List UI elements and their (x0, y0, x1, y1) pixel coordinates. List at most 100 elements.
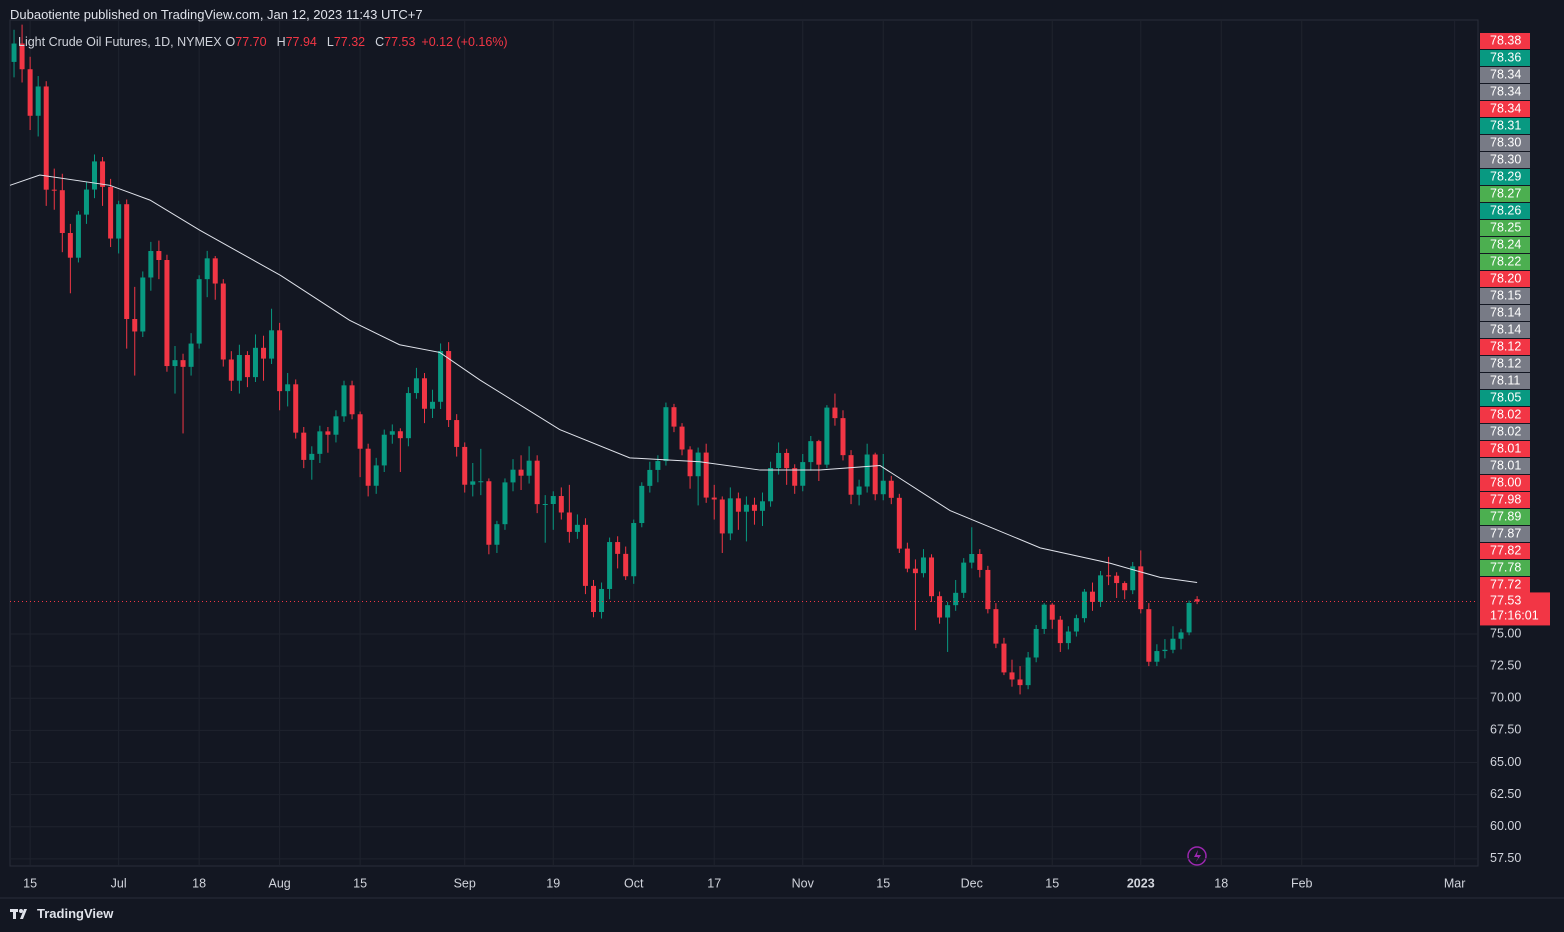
candle-body (1017, 679, 1023, 686)
price-label: 78.12 (1490, 356, 1521, 370)
candle-body (743, 504, 749, 512)
price-label-box (1480, 152, 1530, 168)
candle-body (1089, 591, 1095, 602)
candle-body (945, 605, 951, 618)
price-label-box (1480, 118, 1530, 134)
price-label: 78.14 (1490, 305, 1521, 319)
price-label-box (1480, 305, 1530, 321)
symbol: Light Crude Oil Futures, 1D, NYMEX (18, 35, 222, 49)
price-label-box (1480, 356, 1530, 372)
candle-body (277, 330, 283, 392)
candle-body (671, 407, 677, 427)
candle-body (776, 452, 782, 469)
price-label-box (1480, 322, 1530, 338)
price-label-box (1480, 237, 1530, 253)
candle-body (760, 501, 766, 511)
brand-name: TradingView (37, 906, 114, 921)
candle-body (172, 360, 178, 367)
y-tick-label: 72.50 (1490, 658, 1521, 672)
price-label-box (1480, 288, 1530, 304)
candle-body (478, 481, 484, 483)
candle-body (100, 161, 106, 187)
x-tick-label: Oct (624, 876, 644, 890)
y-tick-label: 57.50 (1490, 851, 1521, 865)
candle-body (430, 401, 436, 409)
y-tick-label: 67.50 (1490, 723, 1521, 737)
price-label: 78.22 (1490, 254, 1521, 268)
price-label-box (1480, 390, 1530, 406)
price-label: 78.31 (1490, 118, 1521, 132)
candle-body (204, 258, 210, 280)
candle-body (124, 204, 130, 320)
y-tick-label: 75.00 (1490, 626, 1521, 640)
candle-body (156, 251, 162, 261)
candle-body (164, 260, 170, 367)
candle-body (896, 497, 902, 549)
price-label: 78.25 (1490, 220, 1521, 234)
candle-body (75, 214, 81, 258)
candle-body (389, 431, 395, 435)
candle-body (864, 454, 870, 487)
candle-body (220, 283, 226, 360)
candle-body (977, 554, 983, 570)
candle-body (663, 407, 669, 462)
event-icon[interactable] (1187, 846, 1207, 866)
price-label: 77.87 (1490, 526, 1521, 540)
candle-body (904, 548, 910, 569)
moving-average (9, 174, 1198, 584)
price-label: 78.14 (1490, 322, 1521, 336)
event-icon-bolt (1194, 850, 1201, 862)
candle-body (735, 498, 741, 512)
price-label: 78.01 (1490, 441, 1521, 455)
candle-body (1122, 583, 1128, 591)
candle-body (397, 431, 403, 439)
candle-body (703, 452, 709, 498)
candle-body (35, 86, 41, 116)
price-label: 78.12 (1490, 339, 1521, 353)
price-label: 77.72 (1490, 577, 1521, 591)
x-tick-label: Mar (1444, 876, 1466, 890)
candle-body (333, 416, 339, 435)
price-label-box (1480, 33, 1530, 49)
candle-body (180, 360, 186, 367)
y-tick-label: 62.50 (1490, 787, 1521, 801)
plot-area (9, 19, 1479, 867)
x-tick-label: Aug (268, 876, 290, 890)
x-tick-label: 19 (546, 876, 560, 890)
price-label: 78.30 (1490, 152, 1521, 166)
candle-body (800, 462, 806, 486)
candle-body (1114, 575, 1120, 584)
candle-body (1146, 609, 1152, 662)
price-label-box (1480, 424, 1530, 440)
candle-body (912, 568, 918, 574)
candle-body (993, 609, 999, 644)
candle-body (1041, 604, 1047, 629)
x-tick-label: Dec (961, 876, 983, 890)
candle-body (228, 359, 234, 381)
candle-body (1154, 651, 1160, 662)
candle-body (244, 355, 250, 378)
ohlc-value: 77.94 (285, 35, 317, 49)
price-label-box (1480, 254, 1530, 270)
price-label: 78.20 (1490, 271, 1521, 285)
ohlc-value: 77.53 (384, 35, 416, 49)
candle-body (679, 426, 685, 450)
candle-body (67, 233, 73, 258)
candle-body (985, 569, 991, 610)
price-label: 77.78 (1490, 560, 1521, 574)
x-tick-label: 15 (876, 876, 890, 890)
candle-body (856, 486, 862, 495)
candle-body (92, 161, 98, 190)
candle-body (1073, 618, 1079, 632)
price-label: 78.38 (1490, 33, 1521, 47)
candle-body (11, 43, 17, 62)
candle-body (590, 585, 596, 612)
price-label: 77.89 (1490, 509, 1521, 523)
y-tick-label: 70.00 (1490, 691, 1521, 705)
candle-body (607, 542, 613, 589)
x-tick-label: Jul (111, 876, 127, 890)
candle-body (542, 503, 548, 505)
price-label-box (1480, 526, 1530, 542)
candle-body (719, 499, 725, 534)
